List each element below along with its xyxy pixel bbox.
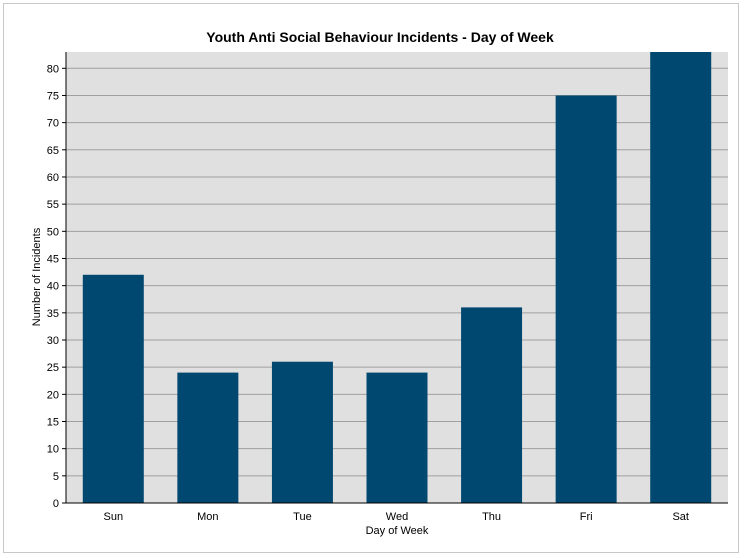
x-tick-label: Mon: [197, 511, 218, 523]
axes: [62, 52, 728, 504]
y-axis-label: Number of Incidents: [31, 227, 43, 326]
x-tick-label: Sun: [103, 511, 123, 523]
y-tick-label: 65: [47, 145, 59, 157]
y-tick-label: 5: [53, 471, 59, 483]
x-tick-label: Sat: [672, 511, 689, 523]
y-tick-label: 75: [47, 90, 59, 102]
y-tick-label: 60: [47, 172, 59, 184]
y-tick-label: 35: [47, 308, 59, 320]
y-tick-label: 40: [47, 281, 59, 293]
y-tick-labels: 0 5 10 15 20 25 30 35 40 45 50 55 60 65 70 75 80: [47, 63, 59, 510]
chart-title: Youth Anti Social Behaviour Incidents - …: [206, 29, 554, 45]
y-tick-label: 10: [47, 444, 59, 456]
y-tick-label: 0: [53, 498, 59, 510]
x-tick-label: Wed: [386, 511, 408, 523]
x-tick-label: Thu: [482, 511, 501, 523]
bar-mon: [177, 372, 239, 503]
y-tick-label: 20: [47, 389, 59, 401]
bar-sun: [82, 274, 144, 503]
y-tick-label: 50: [47, 226, 59, 238]
x-tick-label: Fri: [580, 511, 593, 523]
bar-tue: [271, 361, 333, 503]
gridlines: [66, 67, 728, 477]
x-axis-label: Day of Week: [366, 525, 429, 537]
y-tick-label: 55: [47, 199, 59, 211]
y-tick-label: 45: [47, 253, 59, 265]
y-tick-label: 80: [47, 63, 59, 75]
bars: [82, 52, 712, 503]
x-tick-label: Tue: [293, 511, 312, 523]
bar-fri: [555, 95, 617, 503]
y-tick-label: 15: [47, 416, 59, 428]
y-tick-label: 30: [47, 335, 59, 347]
bar-wed: [366, 372, 428, 503]
x-tick-labels: Sun Mon Tue Wed Thu Fri Sat: [103, 511, 688, 523]
bar-sat: [650, 52, 712, 503]
y-tick-label: 70: [47, 118, 59, 130]
y-tick-label: 25: [47, 362, 59, 374]
bar-thu: [461, 307, 523, 503]
